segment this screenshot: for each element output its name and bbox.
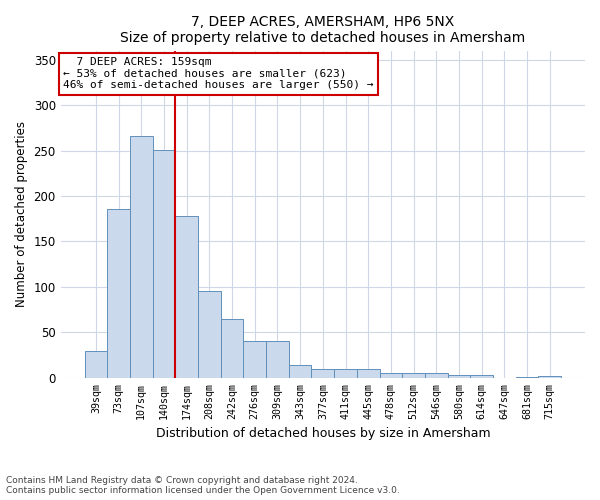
Bar [334,368,357,378]
Bar [402,374,425,378]
Bar [470,375,493,378]
Bar [244,342,266,378]
Title: 7, DEEP ACRES, AMERSHAM, HP6 5NX
Size of property relative to detached houses in: 7, DEEP ACRES, AMERSHAM, HP6 5NX Size of… [120,15,526,45]
Bar [357,368,380,378]
Bar [538,376,561,378]
Text: 7 DEEP ACRES: 159sqm
← 53% of detached houses are smaller (623)
46% of semi-deta: 7 DEEP ACRES: 159sqm ← 53% of detached h… [63,57,374,90]
Bar [152,150,175,378]
Bar [107,208,130,378]
Bar [266,342,289,378]
Bar [289,365,311,378]
Bar [198,292,221,378]
Text: Contains HM Land Registry data © Crown copyright and database right 2024.
Contai: Contains HM Land Registry data © Crown c… [6,476,400,495]
Bar [425,374,448,378]
Bar [516,377,538,378]
Bar [221,318,244,378]
Bar [175,216,198,378]
Bar [85,350,107,378]
Bar [380,374,402,378]
Bar [448,375,470,378]
Y-axis label: Number of detached properties: Number of detached properties [15,121,28,307]
X-axis label: Distribution of detached houses by size in Amersham: Distribution of detached houses by size … [155,427,490,440]
Bar [311,368,334,378]
Bar [130,136,152,378]
